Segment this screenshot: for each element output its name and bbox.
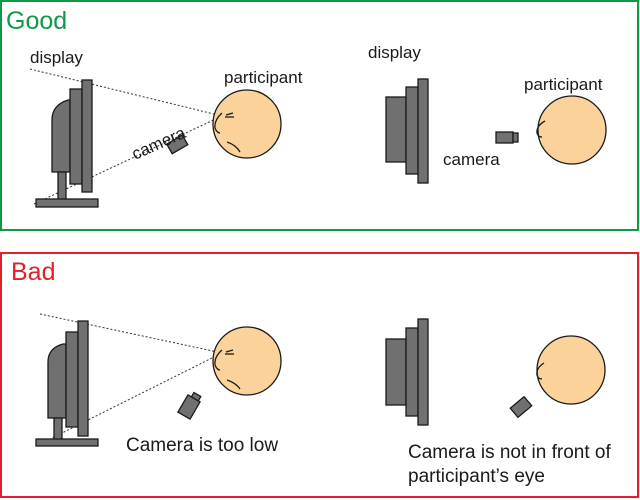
sight-line-bottom	[33, 115, 223, 205]
bad-right-caption-line1: Camera is not in front of	[408, 442, 611, 463]
bad-right-caption-line2: participant’s eye	[408, 466, 545, 487]
sight-line-top	[29, 68, 223, 117]
participant-face-icon	[536, 95, 607, 165]
display-front-icon	[385, 78, 429, 184]
participant-face-icon	[212, 89, 282, 159]
camera-icon	[177, 391, 202, 421]
sight-line-top	[39, 313, 223, 354]
camera-icon	[509, 395, 533, 419]
camera-label: camera	[129, 123, 189, 164]
display-side-icon	[35, 79, 99, 208]
camera-label: camera	[443, 150, 500, 169]
good-panel-title: Good	[6, 7, 67, 35]
good-left-scene: display camera participant	[29, 48, 303, 208]
bad-panel-border	[0, 252, 639, 498]
display-label: display	[30, 48, 83, 67]
sight-line-bottom	[41, 352, 223, 444]
camera-icon	[495, 131, 519, 144]
participant-label: participant	[224, 68, 303, 87]
camera-icon	[165, 134, 189, 155]
bad-right-scene: Camera is not in front of participant’s …	[385, 318, 611, 487]
participant-label: participant	[524, 75, 603, 94]
bad-panel-title: Bad	[11, 258, 55, 286]
bad-panel: Bad Camera is t	[0, 252, 639, 498]
bad-left-scene: Camera is too low	[35, 313, 282, 456]
display-label: display	[368, 43, 421, 62]
good-panel: Good display camera	[0, 0, 639, 231]
participant-face-icon	[212, 326, 282, 396]
display-front-icon	[385, 318, 429, 426]
good-panel-border	[0, 0, 639, 231]
display-side-icon	[35, 320, 99, 447]
bad-left-caption: Camera is too low	[126, 435, 278, 456]
good-right-scene: display camera participant	[368, 43, 607, 184]
participant-face-icon	[536, 335, 606, 405]
